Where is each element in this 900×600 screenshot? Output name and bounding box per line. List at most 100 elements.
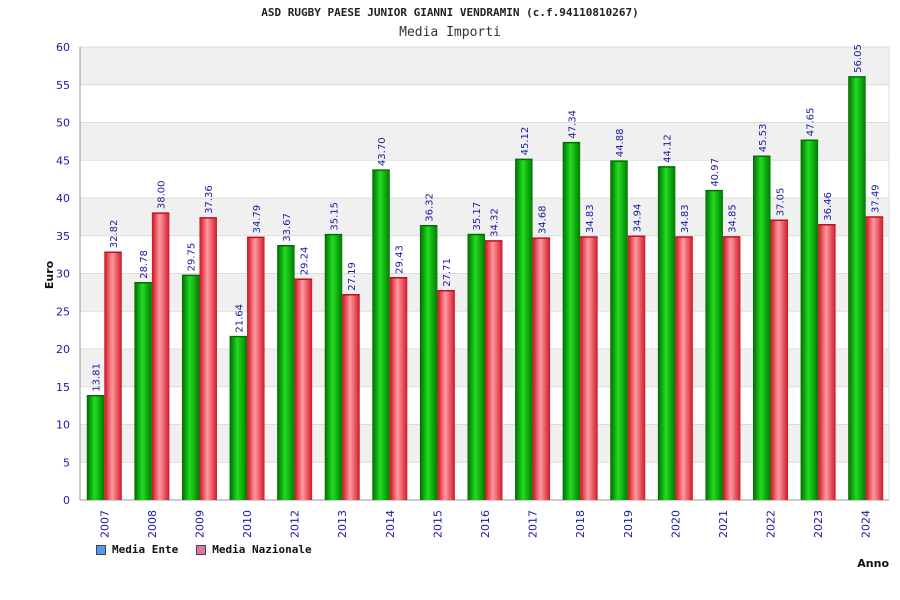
data-label: 36.46 bbox=[823, 192, 834, 221]
data-label: 35.15 bbox=[329, 202, 340, 231]
x-tick-label: 2018 bbox=[574, 510, 587, 538]
bar-media-ente bbox=[705, 190, 723, 500]
bar-media-ente bbox=[515, 159, 533, 500]
bar-media-ente bbox=[324, 234, 343, 500]
bar-media-nazionale bbox=[294, 279, 313, 500]
data-label: 34.83 bbox=[680, 204, 691, 233]
bar-media-nazionale bbox=[437, 290, 455, 500]
y-tick-label: 25 bbox=[56, 305, 70, 318]
x-tick-label: 2007 bbox=[98, 510, 111, 538]
data-label: 28.78 bbox=[139, 250, 150, 279]
legend-item-media-nazionale: Media Nazionale bbox=[196, 543, 312, 556]
legend: Media Ente Media Nazionale bbox=[96, 543, 312, 556]
legend-swatch-media-ente bbox=[96, 544, 106, 555]
bar-media-ente bbox=[419, 225, 438, 500]
y-tick-label: 50 bbox=[56, 117, 70, 130]
bar-media-ente bbox=[277, 245, 295, 500]
legend-item-media-ente: Media Ente bbox=[96, 543, 178, 556]
bar-media-ente bbox=[848, 76, 866, 500]
bar-media-nazionale bbox=[151, 213, 170, 500]
bar-media-ente bbox=[753, 156, 771, 500]
bar-media-ente bbox=[467, 234, 485, 501]
bar-media-ente bbox=[562, 142, 581, 500]
y-tick-label: 30 bbox=[56, 268, 70, 281]
bar-media-ente bbox=[134, 282, 152, 500]
bar-media-nazionale bbox=[818, 224, 836, 501]
x-tick-label: 2022 bbox=[765, 510, 778, 538]
data-label: 13.81 bbox=[92, 363, 103, 392]
x-tick-label: 2020 bbox=[669, 510, 682, 538]
bar-media-nazionale bbox=[580, 237, 598, 500]
x-tick-label: 2024 bbox=[860, 510, 873, 538]
y-tick-label: 35 bbox=[56, 230, 70, 243]
data-label: 37.49 bbox=[870, 184, 881, 213]
chart-subtitle: Media Importi bbox=[399, 25, 501, 40]
grid-band bbox=[80, 122, 889, 161]
bar-media-nazionale bbox=[247, 237, 265, 500]
x-axis-label: Anno bbox=[857, 557, 889, 570]
data-label: 44.12 bbox=[663, 134, 674, 163]
data-label: 29.43 bbox=[395, 245, 406, 274]
chart-title: ASD RUGBY PAESE JUNIOR GIANNI VENDRAMIN … bbox=[261, 6, 639, 19]
bar-media-ente bbox=[181, 275, 200, 500]
y-tick-label: 60 bbox=[56, 41, 70, 54]
data-label: 47.65 bbox=[805, 108, 816, 137]
data-label: 29.24 bbox=[299, 247, 310, 276]
data-label: 56.05 bbox=[853, 44, 864, 73]
data-label: 34.83 bbox=[585, 204, 596, 233]
data-label: 40.97 bbox=[710, 158, 721, 187]
x-tick-label: 2012 bbox=[289, 510, 302, 538]
bar-media-nazionale bbox=[485, 240, 503, 500]
data-label: 29.75 bbox=[187, 243, 198, 272]
data-label: 36.32 bbox=[425, 193, 436, 222]
data-label: 21.64 bbox=[234, 304, 245, 333]
y-tick-label: 40 bbox=[56, 192, 70, 205]
bar-media-ente bbox=[372, 170, 390, 500]
data-label: 37.36 bbox=[204, 185, 215, 214]
data-label: 34.94 bbox=[633, 204, 644, 233]
legend-swatch-media-nazionale bbox=[196, 544, 207, 555]
y-axis-label: Euro bbox=[43, 260, 56, 289]
bar-media-nazionale bbox=[342, 294, 360, 500]
bar-media-nazionale bbox=[770, 220, 789, 500]
data-label: 27.71 bbox=[442, 258, 453, 287]
legend-label-media-ente: Media Ente bbox=[112, 543, 179, 556]
y-tick-label: 5 bbox=[63, 456, 70, 469]
bar-media-ente bbox=[657, 166, 676, 501]
x-tick-label: 2017 bbox=[527, 510, 540, 538]
data-label: 45.53 bbox=[758, 124, 769, 153]
x-tick-label: 2015 bbox=[431, 510, 444, 538]
x-tick-label: 2019 bbox=[622, 510, 635, 538]
grid-band bbox=[80, 47, 889, 85]
bar-media-ente bbox=[86, 395, 105, 500]
bar-media-ente bbox=[229, 336, 248, 500]
x-tick-label: 2010 bbox=[241, 510, 254, 538]
data-label: 43.70 bbox=[377, 137, 388, 166]
bar-media-nazionale bbox=[675, 237, 693, 500]
data-label: 27.19 bbox=[347, 262, 358, 291]
data-label: 44.88 bbox=[615, 129, 626, 158]
data-label: 33.67 bbox=[282, 213, 293, 242]
bar-media-nazionale bbox=[199, 217, 217, 500]
x-tick-label: 2021 bbox=[717, 510, 730, 538]
data-label: 45.12 bbox=[520, 127, 531, 156]
legend-label-media-nazionale: Media Nazionale bbox=[212, 543, 312, 556]
x-tick-label: 2023 bbox=[812, 510, 825, 538]
y-tick-label: 15 bbox=[56, 381, 70, 394]
y-tick-label: 0 bbox=[63, 494, 70, 507]
y-tick-label: 20 bbox=[56, 343, 70, 356]
bar-media-nazionale bbox=[104, 252, 122, 500]
data-label: 32.82 bbox=[109, 220, 120, 249]
data-label: 34.68 bbox=[537, 206, 548, 235]
x-tick-label: 2013 bbox=[336, 510, 349, 538]
data-label: 47.34 bbox=[567, 110, 578, 139]
x-tick-label: 2009 bbox=[193, 510, 206, 538]
x-tick-label: 2008 bbox=[146, 510, 159, 538]
bar-media-nazionale bbox=[722, 236, 741, 500]
bar-media-ente bbox=[610, 161, 628, 500]
bar-media-ente bbox=[800, 140, 819, 500]
y-tick-label: 45 bbox=[56, 154, 70, 167]
x-tick-label: 2016 bbox=[479, 510, 492, 538]
